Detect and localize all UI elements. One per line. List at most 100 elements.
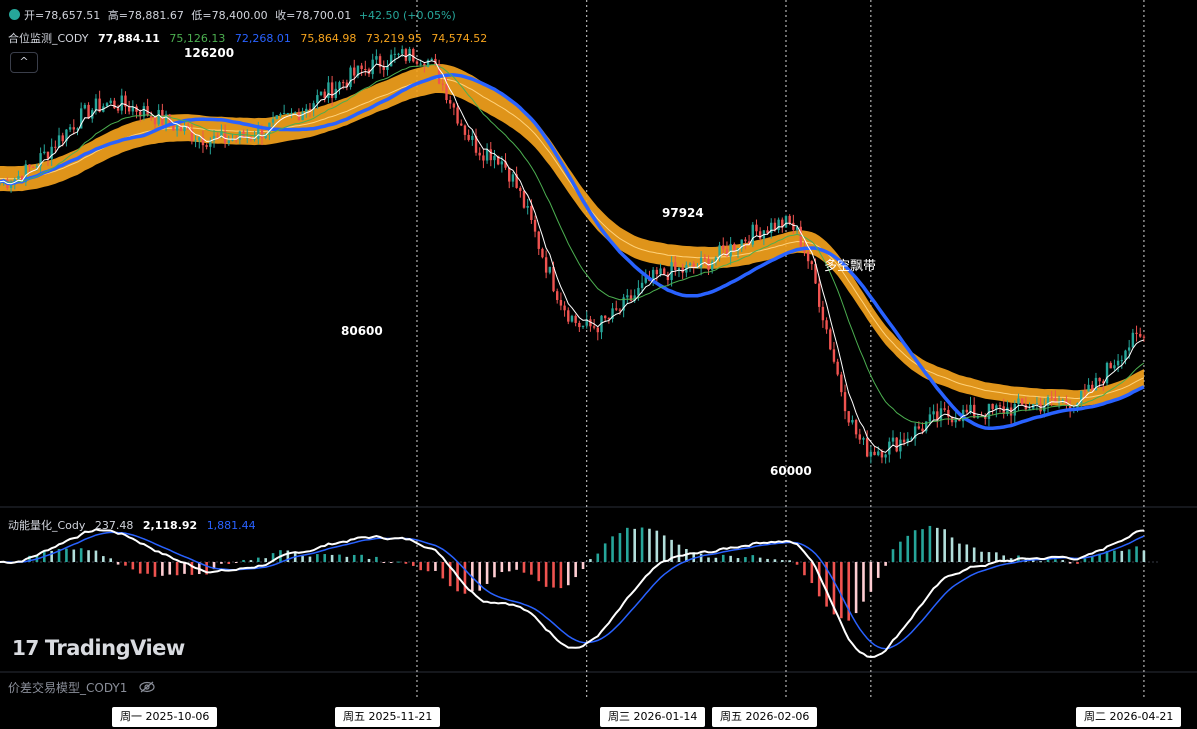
candle bbox=[681, 263, 684, 280]
main-indicator-value-5: 73,219.95 bbox=[365, 32, 422, 45]
histogram-bar bbox=[411, 562, 415, 566]
candle bbox=[972, 397, 976, 419]
change-value: +42.50 (+0.05%) bbox=[358, 9, 456, 22]
histogram-bar bbox=[751, 555, 755, 562]
candle bbox=[24, 160, 28, 186]
candle bbox=[939, 400, 943, 428]
candle bbox=[1105, 361, 1109, 386]
histogram-bar bbox=[950, 537, 954, 562]
hidden-indicator-legend[interactable]: 价差交易模型_CODY1 bbox=[8, 679, 155, 696]
main-indicator-legend[interactable]: 合位监测_CODY 77,884.11 75,126.13 72,268.01 … bbox=[8, 30, 493, 46]
histogram-bar bbox=[264, 558, 267, 562]
candle bbox=[810, 260, 814, 271]
candle bbox=[895, 437, 898, 453]
candle bbox=[264, 133, 267, 140]
candle bbox=[50, 138, 53, 166]
histogram-bar bbox=[655, 530, 659, 562]
candle bbox=[777, 217, 780, 234]
histogram-bar bbox=[906, 535, 910, 562]
candle bbox=[1020, 398, 1024, 405]
candle bbox=[437, 59, 441, 85]
candle bbox=[253, 130, 256, 142]
histogram-bar bbox=[375, 556, 378, 562]
candle bbox=[1131, 328, 1135, 348]
histogram-bar bbox=[161, 562, 164, 576]
sub-indicator-value-3: 1,881.44 bbox=[206, 519, 256, 532]
candle bbox=[57, 127, 61, 148]
dea-line bbox=[0, 531, 1145, 650]
histogram-bar bbox=[57, 548, 61, 562]
histogram-bar bbox=[478, 562, 482, 591]
eye-off-icon[interactable] bbox=[139, 681, 155, 696]
histogram-bar bbox=[935, 527, 939, 562]
candle bbox=[596, 326, 599, 341]
histogram-bar bbox=[788, 560, 791, 562]
histogram-bar bbox=[965, 544, 969, 562]
candle bbox=[936, 403, 939, 428]
histogram-bar bbox=[714, 557, 718, 562]
candle bbox=[301, 107, 304, 121]
sub-indicator-value-1: 237.48 bbox=[94, 519, 134, 532]
histogram-bar bbox=[987, 552, 991, 562]
tradingview-logo-text: TradingView bbox=[44, 636, 185, 660]
candle bbox=[1091, 380, 1094, 392]
candle bbox=[386, 60, 389, 76]
histogram-bar bbox=[175, 562, 179, 576]
candle bbox=[183, 121, 186, 135]
candle bbox=[415, 60, 419, 67]
band-center-line bbox=[0, 77, 1145, 400]
candle bbox=[194, 134, 197, 148]
candle bbox=[818, 276, 821, 313]
time-axis[interactable]: 周一 2025-10-06 周五 2025-11-21 周三 2026-01-1… bbox=[0, 703, 1197, 729]
candle bbox=[899, 431, 902, 459]
histogram-bar bbox=[190, 562, 194, 575]
candle bbox=[987, 403, 991, 427]
candle bbox=[703, 254, 707, 266]
candle bbox=[851, 415, 854, 425]
sub-indicator-legend[interactable]: 动能量化_Cody 237.48 2,118.92 1,881.44 bbox=[8, 517, 262, 533]
histogram-bar bbox=[1098, 553, 1101, 562]
histogram-bar bbox=[515, 562, 518, 570]
histogram-bar bbox=[552, 562, 555, 588]
candle bbox=[755, 219, 758, 236]
histogram-bar bbox=[1046, 559, 1050, 562]
histogram-bar bbox=[869, 562, 873, 592]
histogram-bar bbox=[50, 550, 53, 562]
candle bbox=[334, 81, 337, 100]
histogram-bar bbox=[677, 544, 681, 562]
candle bbox=[65, 129, 68, 147]
candle bbox=[1002, 398, 1005, 419]
main-indicator-name: 合位监测_CODY bbox=[8, 32, 89, 45]
histogram-bar bbox=[921, 529, 924, 562]
time-label-3: 周三 2026-01-14 bbox=[600, 707, 706, 727]
histogram-bar bbox=[227, 562, 231, 564]
candle bbox=[209, 137, 212, 155]
histogram-bar bbox=[1090, 556, 1094, 562]
annotation-band-label: 多空飘带 bbox=[824, 259, 877, 274]
histogram-bar bbox=[913, 530, 917, 562]
histogram-bar bbox=[1009, 558, 1013, 562]
candle bbox=[371, 53, 374, 79]
candle bbox=[441, 78, 445, 92]
candle bbox=[674, 256, 677, 276]
candle bbox=[740, 239, 743, 253]
candle bbox=[327, 76, 330, 103]
candle bbox=[316, 89, 319, 110]
candle bbox=[1142, 334, 1146, 342]
histogram-bar bbox=[338, 554, 341, 562]
candle bbox=[1087, 378, 1090, 392]
histogram-bar bbox=[316, 554, 319, 562]
candle bbox=[349, 65, 352, 90]
candle bbox=[94, 94, 98, 115]
histogram-bar bbox=[1113, 550, 1116, 562]
histogram-bar bbox=[611, 536, 614, 562]
candle bbox=[319, 91, 323, 97]
histogram-bar bbox=[530, 562, 533, 575]
candle bbox=[423, 62, 426, 73]
histogram-bar bbox=[692, 552, 696, 562]
candle bbox=[843, 384, 847, 420]
histogram-bar bbox=[323, 554, 327, 562]
annotation-low-2: 60000 bbox=[770, 464, 812, 478]
collapse-legend-button[interactable]: ^ bbox=[10, 52, 38, 73]
